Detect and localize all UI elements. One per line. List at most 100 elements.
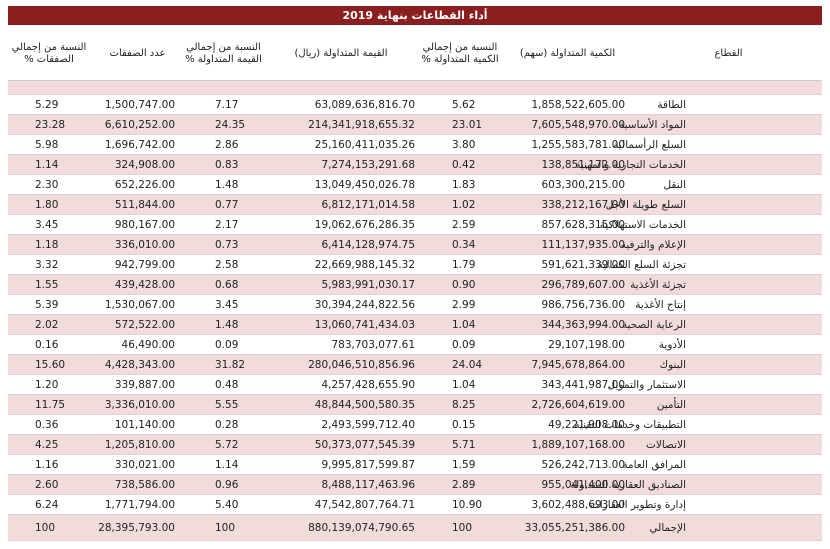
value-cell: 13,060,741,434.03 [262,314,420,335]
value-cell: 1.83 [420,174,500,195]
value-cell: 2.58 [185,254,262,275]
empty-cell [420,80,500,95]
value-cell: 0.28 [185,414,262,435]
value-cell: 50,373,077,545.39 [262,434,420,455]
value-cell: 0.48 [185,374,262,395]
data-row: 2.30 652,226.00 1.48 13,049,450,026.78 1.83 6… [8,174,822,195]
value-cell: 2.89 [420,474,500,495]
sector-cell: الخدمات الاستهلاكية [600,214,822,235]
value-cell: 1.18 [8,234,90,255]
total-cell: 880,139,074,790.65 [262,514,420,541]
value-cell: 2,493,599,712.40 [262,414,420,435]
empty-cell [500,80,635,95]
data-row: 3.32 942,799.00 2.58 22,669,988,145.32 1.79 5… [8,254,822,275]
value-cell: 8.25 [420,394,500,415]
data-row: 2.60738,586.000.968,488,117,463.962.8995… [8,474,822,495]
data-row: 1.80 511,844.00 0.77 6,812,171,014.58 1.02 33… [8,194,822,215]
value-cell: 296,789,607.00 [500,274,635,295]
sector-cell: السلع الرأسمالية [613,134,822,155]
total-cell: 100 [8,514,90,541]
value-cell: 338,212,167.00 [500,194,635,215]
sector-cell: الإعلام والترفيه [621,234,822,255]
value-cell: 3.32 [8,254,90,275]
value-cell: 7,945,678,864.00 [500,354,635,375]
total-cell: 100 [420,514,500,541]
value-cell: 7,605,548,970.00 [500,114,635,135]
value-cell: 986,756,736.00 [500,294,635,315]
column-header: عدد الصفقات [90,28,185,81]
value-cell: 857,628,315.00 [500,214,635,235]
sector-cell: التطبيقات وخدمات التقنية [574,414,822,435]
value-cell: 47,542,807,764.71 [262,494,420,515]
value-cell: 5.29 [8,94,90,115]
total-row: 100 28,395,793.00 100 880,139,074,790.65 100… [8,514,822,541]
value-cell: 511,844.00 [90,194,185,215]
sector-cell: تجزئة السلع الكمالية [598,254,822,275]
total-cell: 100 [185,514,262,541]
value-cell: 63,089,636,816.70 [262,94,420,115]
column-header: النسبة من إجمالي القيمة المتداولة % [185,28,262,81]
value-cell: 214,341,918,655.32 [262,114,420,135]
value-cell: 7,274,153,291.68 [262,154,420,175]
value-cell: 48,844,500,580.35 [262,394,420,415]
sector-cell: إنتاج الأغذية [635,294,822,315]
sector-cell: الاستثمار والتمويل [608,374,822,395]
value-cell: 1,205,810.00 [90,434,185,455]
data-row: 15.60 4,428,343.00 31.82 280,046,510,856.96… [8,354,822,375]
sector-cell: إدارة وتطوير العقارات [590,494,822,515]
value-cell: 11.75 [8,394,90,415]
value-cell: 4,428,343.00 [90,354,185,375]
data-row: 5.29 1,500,747.00 7.17 63,089,636,816.70 5.6… [8,94,822,115]
value-cell: 344,363,994.00 [500,314,635,335]
value-cell: 24.35 [185,114,262,135]
value-cell: 2.99 [420,294,500,315]
value-cell: 1.02 [420,194,500,215]
value-cell: 8,488,117,463.96 [262,474,420,495]
value-cell: 2.86 [185,134,262,155]
data-row: 3.45 980,167.00 2.17 19,062,676,286.35 2.59 8… [8,214,822,235]
value-cell: 1.80 [8,194,90,215]
value-cell: 2.17 [185,214,262,235]
value-cell: 5,983,991,030.17 [262,274,420,295]
value-cell: 2.59 [420,214,500,235]
value-cell: 3.45 [185,294,262,315]
data-row: 4.25 1,205,810.00 5.72 50,373,077,545.39 5.7… [8,434,822,455]
sector-cell: تجزئة الأغذية [630,274,822,295]
value-cell: 31.82 [185,354,262,375]
value-cell: 336,010.00 [90,234,185,255]
sector-cell: النقل [635,174,822,195]
value-cell: 3.80 [420,134,500,155]
value-cell: 1.59 [420,454,500,475]
data-row: 1.20 339,887.00 0.48 4,257,428,655.90 1.04 34… [8,374,822,395]
value-cell: 13,049,450,026.78 [262,174,420,195]
value-cell: 591,621,339.00 [500,254,635,275]
data-row: 0.36 101,140.00 0.28 2,493,599,712.40 0.15 49… [8,414,822,435]
value-cell: 4.25 [8,434,90,455]
value-cell: 1.55 [8,274,90,295]
value-cell: 1.16 [8,454,90,475]
value-cell: 24.04 [420,354,500,375]
value-cell: 0.09 [420,334,500,355]
value-cell: 23.28 [8,114,90,135]
sector-cell: الخدمات التجارية والمهنية [575,154,822,175]
value-cell: 0.42 [420,154,500,175]
data-row: 6.24 1,771,794.00 5.40 47,542,807,764.71 10.… [8,494,822,515]
value-cell: 0.96 [185,474,262,495]
value-cell: 1,530,067.00 [90,294,185,315]
sector-cell: المرافق العامة [622,454,822,475]
value-cell: 2,726,604,619.00 [500,394,635,415]
total-cell: 28,395,793.00 [90,514,185,541]
sector-table: النسبة من إجمالي الصفقات % عدد الصفقات الن… [8,28,822,541]
value-cell: 1,500,747.00 [90,94,185,115]
sector-cell: الرعاية الصحية [622,314,822,335]
value-cell: 1.79 [420,254,500,275]
data-row: 1.55 439,428.00 0.68 5,983,991,030.17 0.90 29… [8,274,822,295]
value-cell: 439,428.00 [90,274,185,295]
total-cell: 33,055,251,386.00 [500,514,635,541]
data-row: 1.14324,908.000.837,274,153,291.680.4213… [8,154,822,175]
value-cell: 111,137,935.00 [500,234,635,255]
column-header: القيمة المتداولة (ريال) [262,28,420,81]
value-cell: 25,160,411,035.26 [262,134,420,155]
data-row: 1.18 336,010.00 0.73 6,414,128,974.75 0.34 11… [8,234,822,255]
value-cell: 0.36 [8,414,90,435]
